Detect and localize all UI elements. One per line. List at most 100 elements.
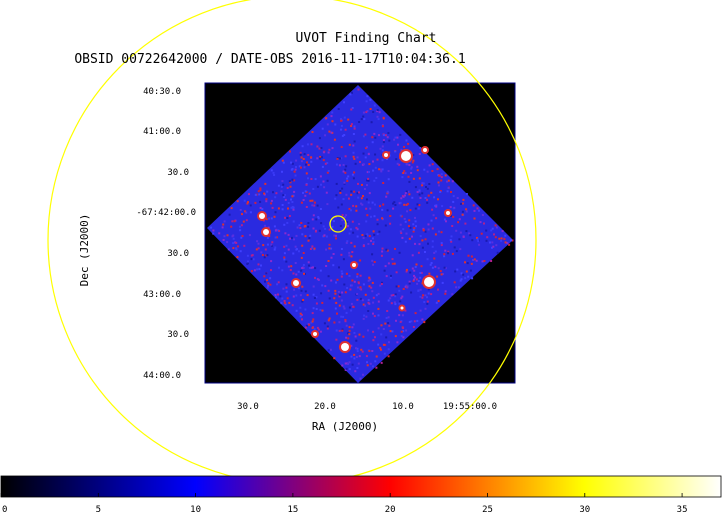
noise-pixel xyxy=(373,315,376,318)
noise-pixel xyxy=(359,297,362,300)
noise-pixel xyxy=(375,366,378,369)
noise-pixel xyxy=(322,159,325,162)
noise-pixel xyxy=(330,247,333,250)
noise-pixel xyxy=(427,288,430,291)
noise-pixel xyxy=(345,367,348,370)
noise-pixel xyxy=(366,234,369,237)
noise-pixel xyxy=(292,252,295,255)
noise-pixel xyxy=(345,336,348,339)
noise-pixel xyxy=(263,275,266,278)
noise-pixel xyxy=(340,118,342,121)
noise-pixel xyxy=(356,273,359,276)
noise-pixel xyxy=(271,244,273,247)
noise-pixel xyxy=(308,323,311,326)
colorbar-ticks: 0 5 10 15 20 25 30 35 xyxy=(0,493,688,515)
noise-pixel xyxy=(287,202,290,204)
noise-pixel xyxy=(263,256,266,259)
noise-pixel xyxy=(362,373,364,376)
noise-pixel xyxy=(377,300,380,303)
noise-pixel xyxy=(353,125,356,128)
noise-pixel xyxy=(371,290,374,293)
noise-pixel xyxy=(425,186,427,188)
noise-pixel xyxy=(348,274,351,277)
star-source xyxy=(423,148,427,152)
noise-pixel xyxy=(300,166,302,169)
noise-pixel xyxy=(286,221,289,224)
noise-pixel xyxy=(287,265,290,268)
noise-pixel xyxy=(440,173,443,176)
noise-pixel xyxy=(327,349,330,352)
noise-pixel xyxy=(322,151,325,154)
noise-pixel xyxy=(440,179,443,182)
noise-pixel xyxy=(350,344,353,347)
noise-pixel xyxy=(353,140,356,143)
noise-pixel xyxy=(387,322,390,325)
noise-pixel xyxy=(283,194,286,196)
noise-pixel xyxy=(348,306,351,309)
noise-pixel xyxy=(342,170,345,173)
noise-pixel xyxy=(283,300,286,302)
noise-pixel xyxy=(266,254,269,257)
noise-pixel xyxy=(431,227,434,230)
noise-pixel xyxy=(385,195,388,198)
noise-pixel xyxy=(341,214,344,217)
noise-pixel xyxy=(323,322,326,325)
noise-pixel xyxy=(417,251,420,254)
noise-pixel xyxy=(380,333,383,336)
noise-pixel xyxy=(447,252,449,255)
noise-pixel xyxy=(299,151,302,154)
noise-pixel xyxy=(423,301,426,303)
noise-pixel xyxy=(510,239,513,242)
noise-pixel xyxy=(346,177,349,180)
noise-pixel xyxy=(383,269,386,272)
noise-pixel xyxy=(307,154,310,156)
noise-pixel xyxy=(327,151,330,154)
noise-pixel xyxy=(427,194,430,197)
noise-pixel xyxy=(308,237,311,239)
noise-pixel xyxy=(399,214,402,217)
noise-pixel xyxy=(344,362,347,365)
noise-pixel xyxy=(405,268,408,271)
noise-pixel xyxy=(367,201,370,204)
noise-pixel xyxy=(386,136,389,139)
noise-pixel xyxy=(428,183,431,185)
noise-pixel xyxy=(437,288,439,291)
noise-pixel xyxy=(390,274,392,277)
noise-pixel xyxy=(366,110,369,112)
noise-pixel xyxy=(294,262,297,264)
noise-pixel xyxy=(412,279,415,282)
noise-pixel xyxy=(347,362,349,365)
noise-pixel xyxy=(434,204,437,207)
noise-pixel xyxy=(450,191,452,193)
noise-pixel xyxy=(265,198,268,201)
noise-pixel xyxy=(340,248,343,250)
noise-pixel xyxy=(419,147,422,149)
noise-pixel xyxy=(426,258,429,261)
noise-pixel xyxy=(430,191,433,194)
noise-pixel xyxy=(342,305,345,308)
noise-pixel xyxy=(416,282,419,285)
noise-pixel xyxy=(415,263,418,266)
noise-pixel xyxy=(319,175,322,178)
noise-pixel xyxy=(309,267,311,269)
noise-pixel xyxy=(414,266,417,268)
noise-pixel xyxy=(423,168,426,171)
noise-pixel xyxy=(264,182,267,185)
noise-pixel xyxy=(354,370,357,373)
noise-pixel xyxy=(419,276,422,279)
noise-pixel xyxy=(373,215,376,218)
noise-pixel xyxy=(423,321,426,324)
noise-pixel xyxy=(309,248,312,250)
noise-pixel xyxy=(384,134,387,137)
noise-pixel xyxy=(419,235,422,238)
noise-pixel xyxy=(419,288,422,291)
noise-pixel xyxy=(472,259,474,261)
noise-pixel xyxy=(341,219,344,222)
noise-pixel xyxy=(338,329,341,332)
noise-pixel xyxy=(428,164,431,167)
noise-pixel xyxy=(312,307,315,310)
noise-pixel xyxy=(281,204,284,206)
noise-pixel xyxy=(324,134,327,137)
noise-pixel xyxy=(356,275,359,278)
noise-pixel xyxy=(490,260,493,262)
